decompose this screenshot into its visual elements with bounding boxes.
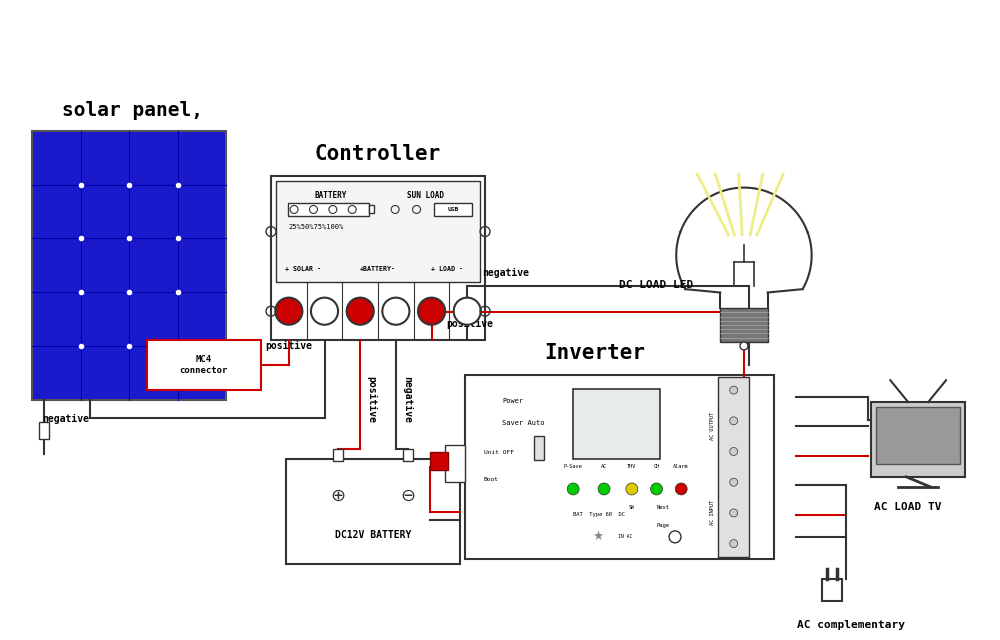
Bar: [430, 452, 448, 470]
Circle shape: [675, 483, 687, 495]
Bar: [147, 340, 261, 390]
Bar: [876, 407, 960, 464]
Text: AC complementary: AC complementary: [797, 620, 905, 630]
Bar: [445, 445, 465, 481]
Bar: [534, 436, 544, 460]
Circle shape: [382, 298, 409, 324]
Text: Page: Page: [656, 524, 669, 528]
Text: P-Save: P-Save: [564, 465, 583, 469]
Text: Power: Power: [502, 397, 523, 404]
Bar: [720, 308, 768, 342]
Bar: [403, 449, 413, 461]
Bar: [434, 202, 472, 216]
Bar: [271, 175, 485, 340]
Circle shape: [567, 483, 579, 495]
Bar: [276, 180, 480, 282]
Text: SW: SW: [629, 505, 635, 510]
Text: +BATTERY-: +BATTERY-: [360, 266, 396, 271]
Text: BAT  Type 60  DC: BAT Type 60 DC: [573, 512, 625, 517]
Circle shape: [598, 483, 610, 495]
Text: THV: THV: [627, 465, 637, 469]
Text: SUN LOAD: SUN LOAD: [407, 191, 444, 200]
Bar: [718, 377, 749, 557]
Circle shape: [730, 540, 738, 548]
Bar: [288, 202, 369, 216]
Circle shape: [730, 386, 738, 394]
Text: + SOLAR -: + SOLAR -: [285, 266, 321, 271]
Circle shape: [347, 298, 374, 324]
Bar: [286, 460, 460, 564]
Text: IN AC: IN AC: [618, 534, 633, 540]
Text: DC12V BATTERY: DC12V BATTERY: [335, 530, 411, 540]
Text: positive: positive: [446, 319, 493, 329]
Text: AC: AC: [601, 465, 607, 469]
Bar: [32, 131, 226, 399]
Text: AC INPUT: AC INPUT: [710, 500, 715, 525]
Bar: [333, 449, 343, 461]
Bar: [822, 579, 842, 601]
Text: + LOAD -: + LOAD -: [431, 266, 463, 271]
Text: solar panel,: solar panel,: [62, 101, 203, 120]
Text: ★: ★: [592, 531, 603, 543]
Text: Alarm: Alarm: [673, 465, 689, 469]
Circle shape: [275, 298, 302, 324]
Text: Saver Auto: Saver Auto: [502, 420, 545, 426]
Text: Inverter: Inverter: [544, 343, 645, 363]
Text: 25%50%75%100%: 25%50%75%100%: [288, 225, 343, 230]
Circle shape: [311, 298, 338, 324]
Text: AC OUTPUT: AC OUTPUT: [710, 412, 715, 440]
Text: USB: USB: [447, 207, 459, 212]
Text: AC LOAD TV: AC LOAD TV: [874, 502, 942, 512]
Text: CH: CH: [653, 465, 660, 469]
Bar: [573, 390, 660, 460]
Text: negative: negative: [402, 376, 412, 423]
Bar: [871, 402, 965, 477]
Circle shape: [730, 447, 738, 456]
Circle shape: [730, 478, 738, 486]
Text: MC4
connector: MC4 connector: [180, 355, 228, 374]
Circle shape: [740, 342, 748, 350]
Bar: [39, 422, 49, 440]
Text: Controller: Controller: [315, 144, 441, 164]
Circle shape: [651, 483, 662, 495]
Text: ⊕: ⊕: [331, 487, 346, 505]
Circle shape: [454, 298, 481, 324]
Text: BATTERY: BATTERY: [315, 191, 347, 200]
Circle shape: [418, 298, 445, 324]
Text: positive: positive: [366, 376, 376, 423]
Bar: [465, 375, 774, 559]
Circle shape: [730, 417, 738, 425]
Bar: [369, 205, 374, 214]
Text: ⊖: ⊖: [400, 487, 415, 505]
Text: negative: negative: [42, 413, 89, 424]
Circle shape: [730, 509, 738, 517]
Text: Next: Next: [656, 505, 669, 510]
Text: Boot: Boot: [484, 477, 499, 483]
Text: positive: positive: [265, 341, 312, 351]
Text: DC LOAD LED: DC LOAD LED: [619, 280, 694, 290]
Text: Unit OFF: Unit OFF: [484, 450, 514, 454]
Text: negative: negative: [482, 268, 529, 278]
Circle shape: [626, 483, 638, 495]
